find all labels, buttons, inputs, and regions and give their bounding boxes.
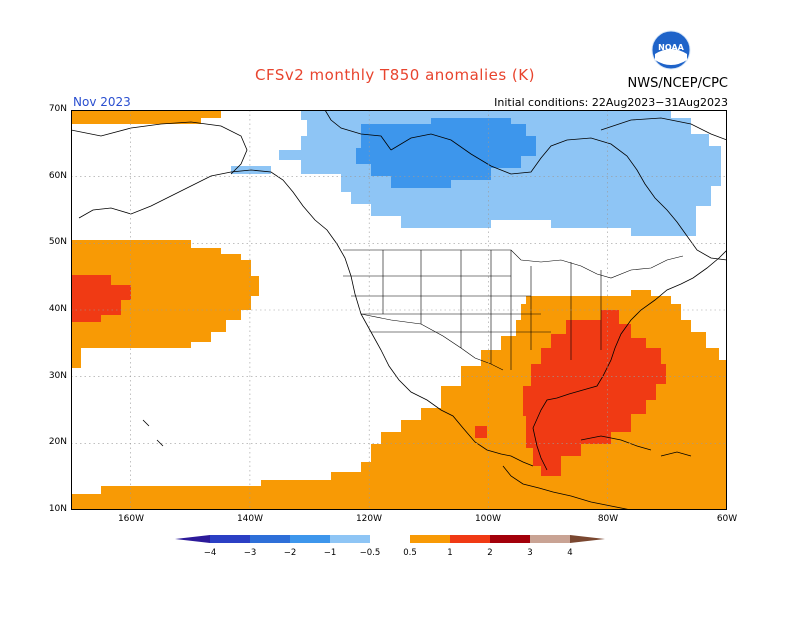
lon-label: 60W bbox=[716, 514, 738, 524]
lat-label: 30N bbox=[48, 371, 67, 381]
colorbar-box bbox=[250, 535, 290, 543]
colorbar-tick-label: −3 bbox=[244, 548, 257, 558]
colorbar-tick-label: 3 bbox=[527, 548, 532, 558]
colorbar-tick-label: 2 bbox=[487, 548, 492, 558]
forecast-period: Nov 2023 bbox=[73, 95, 131, 109]
colorbar-tick-label: 1 bbox=[447, 548, 452, 558]
colorbar-box bbox=[530, 535, 570, 543]
lat-label: 70N bbox=[48, 104, 67, 114]
graticule bbox=[71, 110, 727, 510]
lat-label: 20N bbox=[48, 437, 67, 447]
colorbar-box bbox=[410, 535, 450, 543]
colorbar-tick-label: 4 bbox=[567, 548, 572, 558]
coastlines bbox=[71, 110, 727, 510]
colorbar-box bbox=[290, 535, 330, 543]
colorbar: −4 −3 −2 −1 −0.5 0.5 1 2 3 4 bbox=[175, 535, 605, 558]
noaa-logo: NOAA bbox=[651, 30, 691, 70]
colorbar-box bbox=[330, 535, 370, 543]
colorbar-box bbox=[210, 535, 250, 543]
colorbar-tick-label: −1 bbox=[324, 548, 337, 558]
colorbar-box bbox=[450, 535, 490, 543]
map-title: CFSv2 monthly T850 anomalies (K) bbox=[255, 66, 535, 84]
lat-label: 10N bbox=[48, 504, 67, 514]
lon-label: 80W bbox=[597, 514, 619, 524]
colorbar-arrow-low bbox=[175, 535, 210, 543]
agency-label: NWS/NCEP/CPC bbox=[627, 76, 728, 91]
lon-label: 100W bbox=[474, 514, 502, 524]
colorbar-tick-label: −2 bbox=[284, 548, 297, 558]
lat-label: 50N bbox=[48, 237, 67, 247]
initial-conditions: Initial conditions: 22Aug2023−31Aug2023 bbox=[494, 96, 728, 109]
lon-label: 160W bbox=[117, 514, 145, 524]
colorbar-arrow-high bbox=[570, 535, 605, 543]
colorbar-tick-label: −4 bbox=[204, 548, 217, 558]
lat-label: 60N bbox=[48, 171, 67, 181]
lon-label: 140W bbox=[236, 514, 264, 524]
colorbar-box bbox=[370, 535, 410, 543]
lat-label: 40N bbox=[48, 304, 67, 314]
lon-label: 120W bbox=[355, 514, 383, 524]
colorbar-tick-label: −0.5 bbox=[360, 548, 381, 558]
anomaly-fill-m2-m1 bbox=[356, 118, 536, 188]
anomaly-map bbox=[71, 110, 727, 510]
map-frame bbox=[71, 110, 727, 510]
logo-text: NOAA bbox=[658, 43, 684, 52]
colorbar-box bbox=[490, 535, 530, 543]
colorbar-tick-label: 0.5 bbox=[403, 548, 417, 558]
